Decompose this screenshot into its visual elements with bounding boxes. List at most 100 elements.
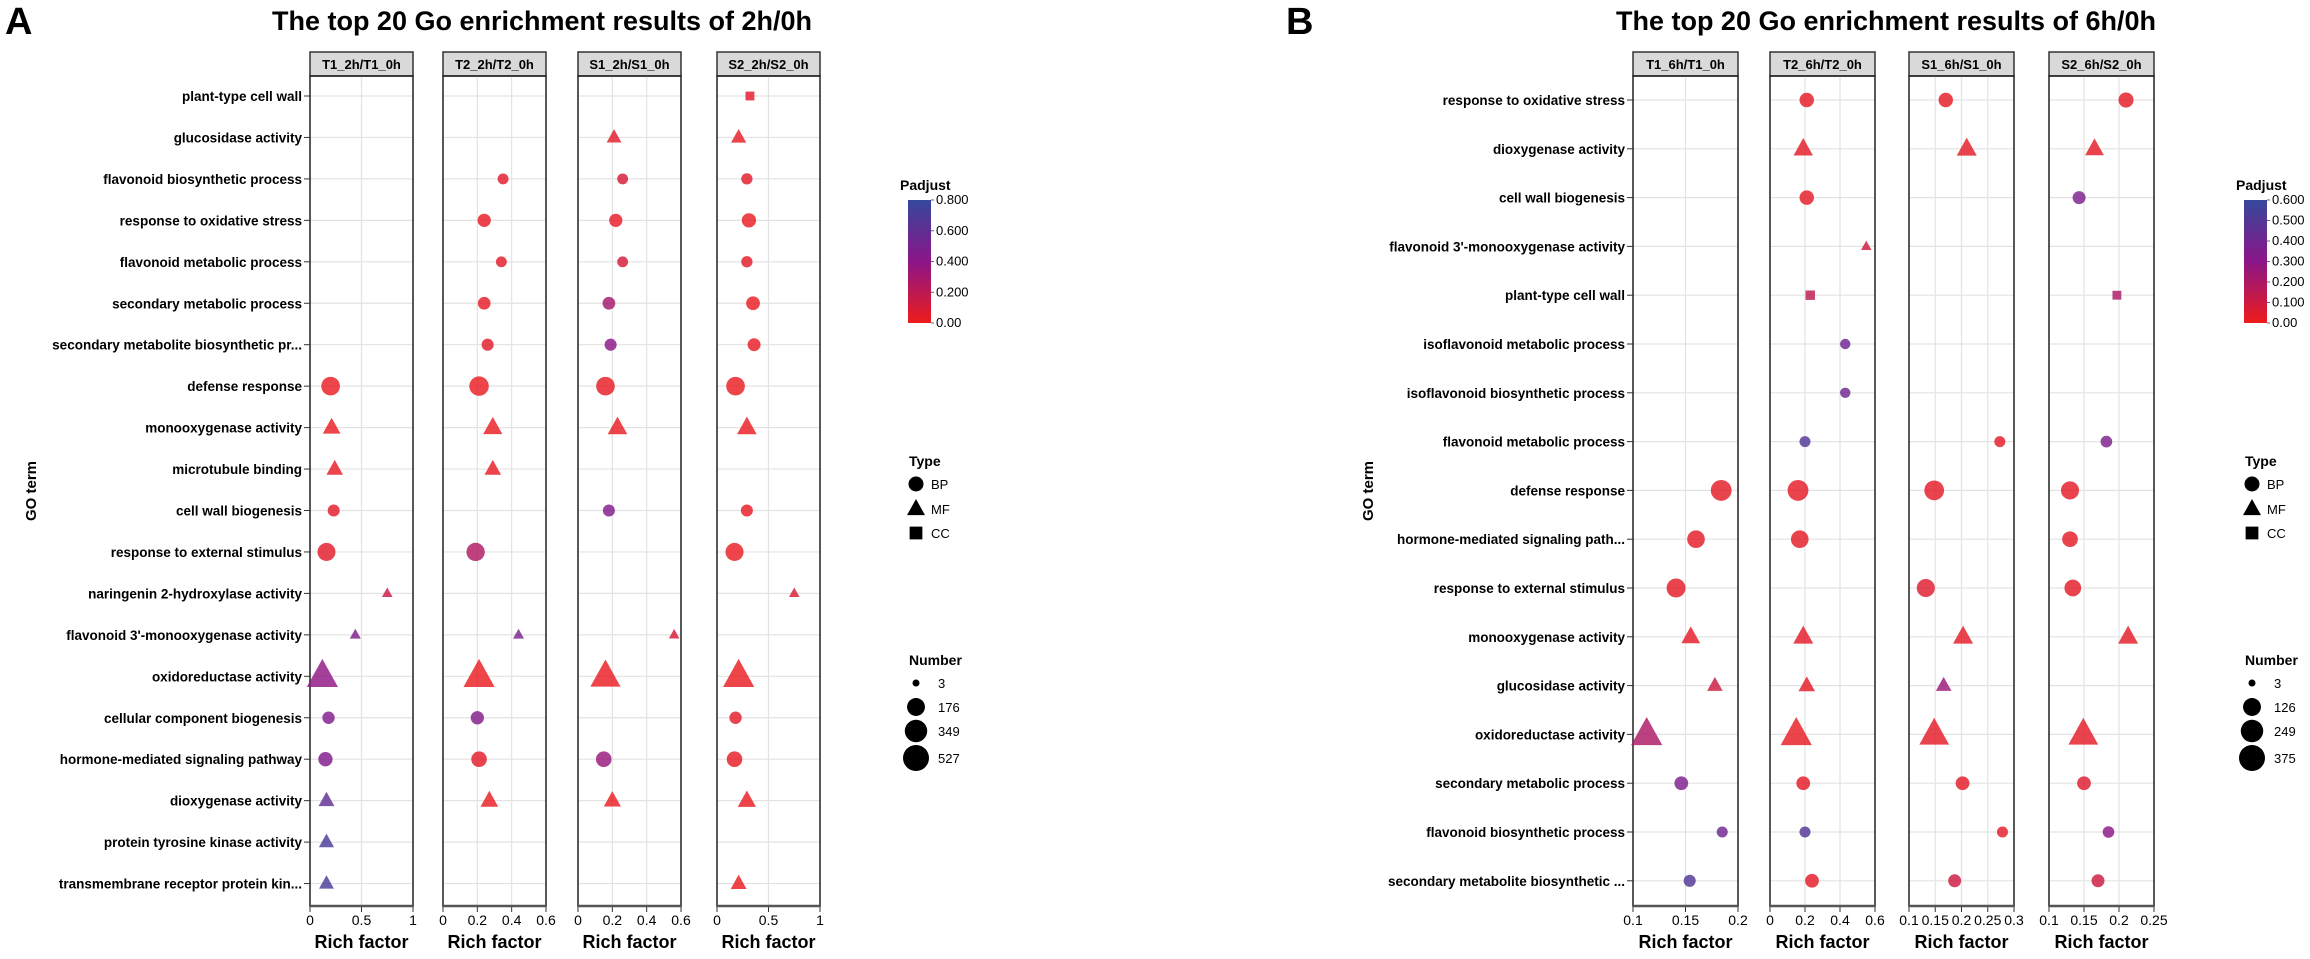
data-point <box>322 417 341 434</box>
data-point <box>1681 626 1701 644</box>
x-tick-label: 0.2 <box>603 912 623 928</box>
facet-strip-label: T1_6h/T1_0h <box>1646 57 1725 72</box>
data-point <box>2085 138 2104 156</box>
x-tick-label: 0.5 <box>759 912 779 928</box>
data-point <box>740 504 753 517</box>
type-legend-title: Type <box>2245 453 2277 469</box>
data-point <box>1840 387 1851 399</box>
x-tick-label: 0.2 <box>1795 912 1815 928</box>
go-term-label: flavonoid biosynthetic process <box>1426 825 1625 840</box>
go-term-label: response to oxidative stress <box>1443 93 1625 108</box>
number-legend-label: 176 <box>938 700 960 715</box>
data-point <box>1840 338 1851 350</box>
bp-shape-icon <box>2244 476 2260 492</box>
bp-shape-icon <box>908 476 924 492</box>
data-point <box>617 256 629 268</box>
data-point <box>318 833 335 848</box>
data-point <box>745 91 755 101</box>
data-point <box>2112 290 2122 300</box>
go-term-label: glucosidase activity <box>174 130 303 145</box>
facet-3: S1_2h/S1_0h 0 0.2 0.4 0.6 Rich factor <box>574 51 691 952</box>
number-size-icon <box>907 698 925 716</box>
number-size-icon <box>912 679 920 687</box>
facet-2: T2_2h/T2_0h 0 0.2 0.4 0.6 Rich factor <box>439 51 556 952</box>
data-point <box>603 791 621 807</box>
number-legend-label: 349 <box>938 724 960 739</box>
data-point <box>617 173 629 185</box>
data-point <box>725 542 744 561</box>
panel-border <box>577 75 682 907</box>
go-term-label: protein tyrosine kinase activity <box>104 835 303 850</box>
x-tick-label: 0.15 <box>1922 912 1949 928</box>
number-legend-label: 126 <box>2274 700 2296 715</box>
data-point <box>788 587 800 598</box>
data-point <box>606 129 622 143</box>
data-point <box>2091 874 2105 888</box>
data-point <box>469 376 489 396</box>
x-tick-label: 0.2 <box>1952 912 1972 928</box>
go-term-label: hormone-mediated signaling path... <box>1397 532 1625 547</box>
data-point <box>1787 479 1809 501</box>
data-point <box>1935 676 1952 691</box>
data-point <box>1996 826 2008 838</box>
data-point <box>741 173 753 185</box>
data-point <box>1707 676 1723 691</box>
x-axis-title: Rich factor <box>2054 932 2148 952</box>
x-axis-title: Rich factor <box>1914 932 2008 952</box>
data-point <box>1716 826 1728 838</box>
data-point <box>2072 191 2086 205</box>
data-point <box>737 416 757 435</box>
data-point <box>1994 436 2006 448</box>
x-tick-label: 0.2 <box>468 912 488 928</box>
padjust-legend-label: 0.400 <box>2272 233 2305 248</box>
data-point <box>1955 776 1970 791</box>
data-point <box>2102 826 2115 838</box>
go-term-label: dioxygenase activity <box>170 794 303 809</box>
data-point <box>1798 676 1816 692</box>
padjust-legend-label: 0.300 <box>2272 254 2305 269</box>
data-point <box>2068 717 2099 745</box>
padjust-legend-label: 0.200 <box>2272 274 2305 289</box>
data-point <box>477 296 491 310</box>
facet-strip-label: T1_2h/T1_0h <box>322 57 401 72</box>
panel-letter: B <box>1286 1 1313 43</box>
type-legend-label: BP <box>2267 477 2284 492</box>
data-point <box>319 875 334 889</box>
data-point <box>726 376 745 396</box>
facet-1: T1_6h/T1_0h 0.1 0.15 0.2 Rich factor <box>1623 51 1748 952</box>
data-point <box>731 128 747 143</box>
facet-strip <box>1632 51 1739 77</box>
data-point <box>477 213 491 227</box>
go-term-label: isoflavonoid biosynthetic process <box>1407 386 1625 401</box>
data-point <box>321 376 340 396</box>
padjust-legend-title: Padjust <box>2236 177 2287 193</box>
number-legend-title: Number <box>909 652 962 668</box>
data-point <box>2118 92 2134 108</box>
go-term-label: flavonoid biosynthetic process <box>103 172 302 187</box>
x-axis-title: Rich factor <box>582 932 676 952</box>
go-term-label: defense response <box>1510 483 1625 498</box>
mf-shape-icon <box>2243 498 2261 516</box>
x-tick-label: 0.6 <box>536 912 556 928</box>
x-tick-label: 0.4 <box>637 912 657 928</box>
data-point <box>1674 776 1689 791</box>
go-term-label: secondary metabolic process <box>1435 776 1625 791</box>
data-point <box>1956 137 1977 156</box>
go-term-label: secondary metabolic process <box>112 296 302 311</box>
data-point <box>596 376 615 396</box>
facet-strip <box>2048 51 2155 77</box>
go-term-label: plant-type cell wall <box>1505 288 1625 303</box>
data-point <box>1780 716 1812 746</box>
data-point <box>1919 717 1950 745</box>
x-tick-label: 1 <box>409 912 417 928</box>
data-point <box>746 296 760 311</box>
data-point <box>1799 826 1811 838</box>
data-point <box>1796 776 1811 791</box>
x-tick-label: 0.1 <box>1899 912 1919 928</box>
padjust-legend-label: 0.00 <box>936 315 961 330</box>
data-point <box>2064 579 2082 597</box>
data-point <box>1687 530 1705 549</box>
data-point <box>2077 776 2091 791</box>
x-tick-label: 0.6 <box>1865 912 1885 928</box>
